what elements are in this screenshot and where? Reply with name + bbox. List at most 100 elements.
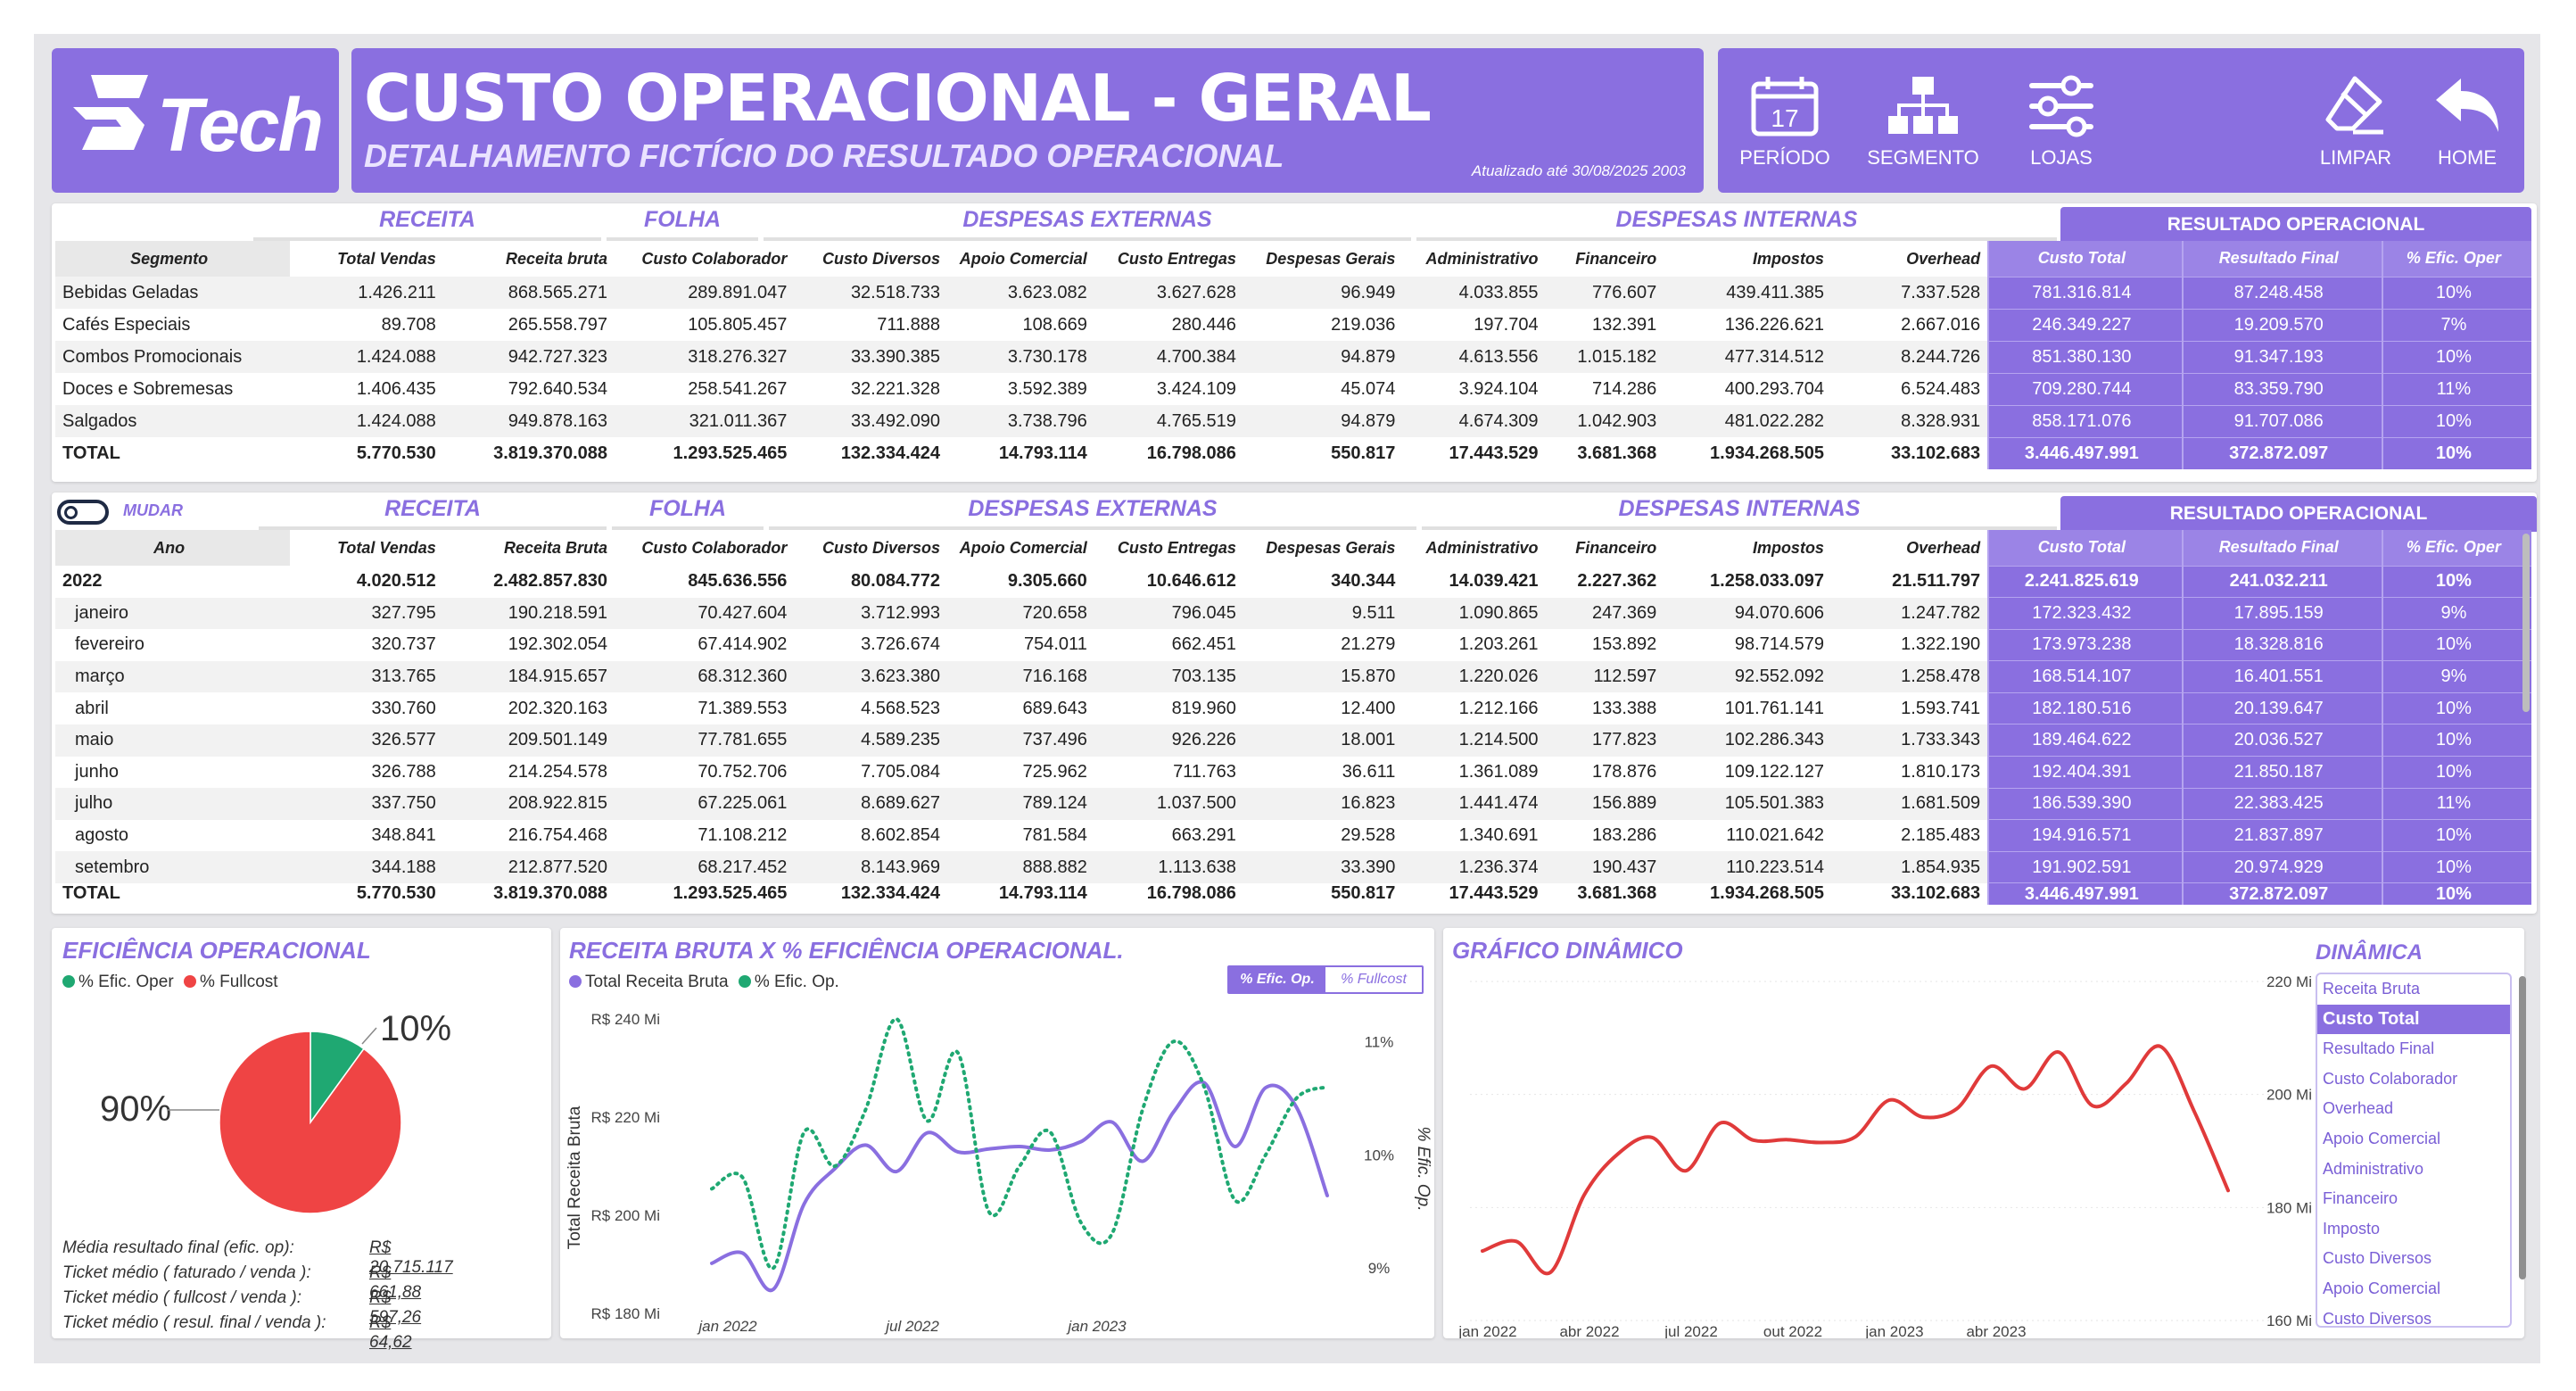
table-row[interactable]: Salgados 1.424.088 949.878.163 321.011.367 3…: [55, 404, 2531, 437]
lojas-button[interactable]: LOJAS: [2012, 75, 2110, 170]
table-cell: 17.443.529: [1449, 883, 1539, 904]
table-row[interactable]: Bebidas Geladas 1.426.211 868.565.271 289.8…: [55, 276, 2531, 309]
table-row[interactable]: Doces e Sobremesas 1.406.435 792.640.534 25…: [55, 372, 2531, 405]
col-header[interactable]: Total Vendas: [337, 249, 436, 268]
table-cell: 4.765.519: [1094, 405, 1243, 437]
table-cell: 550.817: [1331, 883, 1396, 904]
col-header[interactable]: % Efic. Oper: [2381, 241, 2531, 277]
table-cell: 10%: [2381, 756, 2531, 789]
periodo-button[interactable]: 17 PERÍODO: [1736, 75, 1834, 170]
col-header[interactable]: Administrativo: [1425, 538, 1539, 557]
limpar-button[interactable]: LIMPAR: [2307, 75, 2405, 170]
dynamic-list-item[interactable]: Financeiro: [2323, 1189, 2398, 1208]
pie-slice[interactable]: [219, 1031, 402, 1214]
dynamic-list-item[interactable]: Custo Diversos: [2323, 1309, 2432, 1328]
col-header[interactable]: Apoio Comercial: [959, 249, 1087, 268]
table-cell: 3.738.796: [947, 405, 1094, 437]
col-header[interactable]: Segmento: [55, 241, 291, 277]
col-header[interactable]: Custo Diversos: [822, 249, 941, 268]
dynamic-list-item[interactable]: Receita Bruta: [2323, 980, 2421, 998]
row-label: agosto: [75, 825, 129, 846]
dynamic-list-scrollbar[interactable]: [2519, 976, 2526, 1279]
group-despesas-externas-2: DESPESAS EXTERNAS: [769, 496, 1416, 530]
table-row[interactable]: 2022 4.020.512 2.482.857.830 845.636.556 80.…: [55, 565, 2531, 598]
col-header[interactable]: Resultado Final: [2181, 241, 2382, 277]
col-header[interactable]: Custo Total: [1987, 530, 2183, 566]
dynamic-list-item[interactable]: Apoio Comercial: [2323, 1129, 2441, 1147]
col-header[interactable]: Custo Entregas: [1117, 538, 1236, 557]
segmento-button[interactable]: SEGMENTO: [1861, 75, 1986, 170]
table-cell: 4.613.556: [1402, 341, 1546, 373]
total-row[interactable]: TOTAL 5.770.530 3.819.370.088 1.293.525.465…: [55, 436, 2531, 469]
table-row[interactable]: março 313.765 184.915.657 68.312.360 3.623.3…: [55, 660, 2531, 693]
dynamic-list-title: DINÂMICA: [2316, 940, 2423, 965]
table-row[interactable]: fevereiro 320.737 192.302.054 67.414.902 3.7…: [55, 628, 2531, 661]
col-header[interactable]: Despesas Gerais: [1266, 249, 1396, 268]
col-header[interactable]: Custo Total: [1987, 241, 2183, 277]
dynamic-list-item[interactable]: Apoio Comercial: [2323, 1279, 2441, 1297]
table-cell: 1.406.435: [356, 378, 436, 399]
table-cell: 105.501.383: [1664, 788, 1831, 820]
table-row[interactable]: setembro 344.188 212.877.520 68.217.452 8.14…: [55, 850, 2531, 883]
dynamic-list-item[interactable]: Custo Colaborador: [2323, 1069, 2458, 1088]
col-header[interactable]: Apoio Comercial: [959, 538, 1087, 557]
dynamic-list-item[interactable]: Administrativo: [2323, 1159, 2424, 1178]
table-row[interactable]: abril 330.760 202.320.163 71.389.553 4.568.5…: [55, 691, 2531, 724]
table-cell: 214.254.578: [508, 761, 608, 782]
efficiency-title: EFICIÊNCIA OPERACIONAL: [62, 937, 371, 964]
table-cell: 3.819.370.088: [493, 883, 608, 904]
col-header[interactable]: Resultado Final: [2181, 530, 2382, 566]
col-header[interactable]: Custo Colaborador: [641, 249, 788, 268]
table-row[interactable]: Cafés Especiais 89.708 265.558.797 105.805.…: [55, 308, 2531, 341]
col-header[interactable]: Overhead: [1906, 538, 1981, 557]
col-header[interactable]: Custo Diversos: [822, 538, 941, 557]
dynamic-list-item[interactable]: Overhead: [2323, 1099, 2394, 1118]
col-header[interactable]: Financeiro: [1575, 538, 1657, 557]
table-cell: 136.226.621: [1724, 314, 1824, 335]
dynamic-list-item[interactable]: Custo Total: [2317, 1004, 2510, 1035]
dynamic-list-item[interactable]: Custo Diversos: [2323, 1249, 2432, 1268]
col-header[interactable]: Impostos: [1752, 538, 1824, 557]
table-cell: 10%: [2381, 436, 2531, 469]
table-row[interactable]: Combos Promocionais 1.424.088 942.727.323 3…: [55, 340, 2531, 373]
table-cell: 3.446.497.991: [1987, 882, 2183, 905]
table-row[interactable]: agosto 348.841 216.754.468 71.108.212 8.602.…: [55, 819, 2531, 852]
col-header[interactable]: Receita bruta: [505, 249, 608, 268]
col-header[interactable]: Administrativo: [1425, 249, 1539, 268]
table-row[interactable]: julho 337.750 208.922.815 67.225.061 8.689.6…: [55, 787, 2531, 820]
chip-fullcost[interactable]: % Fullcost: [1341, 972, 1407, 987]
dynamic-list-item[interactable]: Imposto: [2323, 1219, 2381, 1238]
table-cell: 689.643: [1022, 698, 1087, 718]
col-header[interactable]: % Efic. Oper: [2381, 530, 2531, 566]
table-cell: 132.334.424: [840, 883, 941, 904]
table-cell: 4.674.309: [1402, 405, 1546, 437]
table-cell: 3.730.178: [947, 341, 1094, 373]
col-header[interactable]: Receita Bruta: [503, 538, 608, 557]
col-header[interactable]: Total Vendas: [337, 538, 436, 557]
col-header[interactable]: Despesas Gerais: [1266, 538, 1396, 557]
table-cell: 4.589.235: [794, 724, 948, 757]
mudar-toggle[interactable]: [57, 500, 109, 525]
total-row[interactable]: TOTAL 5.770.530 3.819.370.088 1.293.525.465…: [55, 882, 2531, 905]
home-button[interactable]: HOME: [2423, 75, 2512, 170]
chip-efic-op[interactable]: % Efic. Op.: [1229, 967, 1325, 992]
col-header[interactable]: Overhead: [1906, 249, 1981, 268]
col-header[interactable]: Ano: [55, 530, 291, 566]
table-row[interactable]: junho 326.788 214.254.578 70.752.706 7.705.0…: [55, 756, 2531, 789]
col-header[interactable]: Financeiro: [1575, 249, 1657, 268]
nav-bar: 17 PERÍODO SEGMENTO LOJAS: [1718, 48, 2524, 193]
table-row[interactable]: maio 326.577 209.501.149 77.781.655 4.589.23…: [55, 724, 2531, 757]
table-cell: 186.539.390: [1987, 787, 2183, 820]
year-table-scrollbar[interactable]: [2522, 534, 2530, 712]
table-row[interactable]: janeiro 327.795 190.218.591 70.427.604 3.712…: [55, 597, 2531, 630]
col-header[interactable]: Custo Entregas: [1117, 249, 1236, 268]
stat-line: Média resultado final (efic. op): R$ 20.7…: [62, 1238, 453, 1277]
col-header[interactable]: Impostos: [1752, 249, 1824, 268]
table-cell: 372.872.097: [2181, 882, 2382, 905]
efic-series-line: [710, 1017, 1329, 1271]
table-cell: 481.022.282: [1664, 405, 1831, 437]
table-cell: 663.291: [1171, 825, 1236, 846]
col-header[interactable]: Custo Colaborador: [641, 538, 788, 557]
table-cell: 1.247.782: [1830, 597, 1989, 630]
dynamic-list-item[interactable]: Resultado Final: [2323, 1039, 2435, 1058]
